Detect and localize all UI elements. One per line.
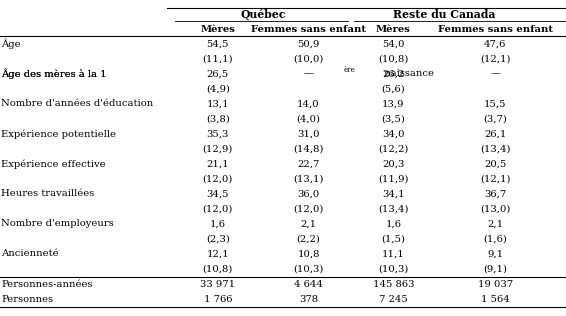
Text: (11,1): (11,1) [203,54,233,63]
Text: 14,0: 14,0 [297,100,320,108]
Text: 2,1: 2,1 [487,220,503,228]
Text: Québec: Québec [241,9,286,20]
Text: 26,5: 26,5 [207,70,229,78]
Text: (12,9): (12,9) [203,144,233,153]
Text: (10,8): (10,8) [203,264,233,273]
Text: Âge: Âge [1,39,21,49]
Text: 34,1: 34,1 [382,190,405,198]
Text: 13,9: 13,9 [382,100,405,108]
Text: Femmes sans enfant: Femmes sans enfant [251,25,366,33]
Text: Reste du Canada: Reste du Canada [393,9,495,20]
Text: (10,3): (10,3) [293,264,324,273]
Text: (13,4): (13,4) [480,144,511,153]
Text: 36,0: 36,0 [297,190,320,198]
Text: 31,0: 31,0 [297,130,320,138]
Text: 26,2: 26,2 [382,70,405,78]
Text: 33 971: 33 971 [200,280,235,289]
Text: 11,1: 11,1 [382,250,405,258]
Text: 35,3: 35,3 [207,130,229,138]
Text: 13,1: 13,1 [207,100,229,108]
Text: (9,1): (9,1) [483,264,507,273]
Text: 9,1: 9,1 [487,250,503,258]
Text: 19 037: 19 037 [478,280,513,289]
Text: (2,3): (2,3) [206,234,230,243]
Text: 54,5: 54,5 [207,40,229,48]
Text: Mères: Mères [376,25,411,33]
Text: Âge des mères à la 1: Âge des mères à la 1 [1,69,107,79]
Text: (2,2): (2,2) [297,234,320,243]
Text: (3,7): (3,7) [483,114,507,123]
Text: 36,7: 36,7 [484,190,507,198]
Text: naissance: naissance [380,70,434,78]
Text: Nombre d'employeurs: Nombre d'employeurs [1,220,114,228]
Text: 7 245: 7 245 [379,295,408,303]
Text: 1 564: 1 564 [481,295,509,303]
Text: 2,1: 2,1 [301,220,316,228]
Text: (12,0): (12,0) [203,204,233,213]
Text: (10,0): (10,0) [293,54,324,63]
Text: 47,6: 47,6 [484,40,507,48]
Text: 1,6: 1,6 [385,220,401,228]
Text: (12,2): (12,2) [378,144,409,153]
Text: (1,6): (1,6) [483,234,507,243]
Text: 21,1: 21,1 [207,160,229,168]
Text: Expérience effective: Expérience effective [1,159,106,169]
Text: 378: 378 [299,295,318,303]
Text: Personnes: Personnes [1,295,53,303]
Text: 4 644: 4 644 [294,280,323,289]
Text: Personnes-années: Personnes-années [1,280,93,289]
Text: 1 766: 1 766 [204,295,232,303]
Text: 15,5: 15,5 [484,100,507,108]
Text: (3,8): (3,8) [206,114,230,123]
Text: (12,0): (12,0) [203,174,233,183]
Text: (1,5): (1,5) [381,234,405,243]
Text: 20,5: 20,5 [484,160,507,168]
Text: Femmes sans enfant: Femmes sans enfant [438,25,553,33]
Text: (4,0): (4,0) [297,114,320,123]
Text: 22,7: 22,7 [297,160,320,168]
Text: (12,1): (12,1) [480,54,511,63]
Text: Expérience potentielle: Expérience potentielle [1,129,116,139]
Text: Mères: Mères [200,25,235,33]
Text: (10,8): (10,8) [378,54,409,63]
Text: (10,3): (10,3) [378,264,409,273]
Text: —: — [303,70,314,78]
Text: (13,0): (13,0) [480,204,511,213]
Text: Ancienneté: Ancienneté [1,250,59,258]
Text: (12,1): (12,1) [480,174,511,183]
Text: 20,3: 20,3 [382,160,405,168]
Text: (4,9): (4,9) [206,84,230,93]
Text: 10,8: 10,8 [297,250,320,258]
Text: Nombre d'années d'éducation: Nombre d'années d'éducation [1,100,153,108]
Text: Heures travaillées: Heures travaillées [1,190,95,198]
Text: 54,0: 54,0 [382,40,405,48]
Text: Âge des mères à la 1: Âge des mères à la 1 [1,69,107,79]
Text: 50,9: 50,9 [297,40,320,48]
Text: —: — [490,70,500,78]
Text: ère: ère [344,66,355,74]
Text: 1,6: 1,6 [210,220,226,228]
Text: (11,9): (11,9) [378,174,409,183]
Text: 26,1: 26,1 [484,130,507,138]
Text: 12,1: 12,1 [207,250,229,258]
Text: (13,4): (13,4) [378,204,409,213]
Text: (3,5): (3,5) [381,114,405,123]
Text: 34,0: 34,0 [382,130,405,138]
Text: 145 863: 145 863 [372,280,414,289]
Text: (13,1): (13,1) [293,174,324,183]
Text: 34,5: 34,5 [207,190,229,198]
Text: (5,6): (5,6) [381,84,405,93]
Text: (14,8): (14,8) [293,144,324,153]
Text: (12,0): (12,0) [293,204,324,213]
